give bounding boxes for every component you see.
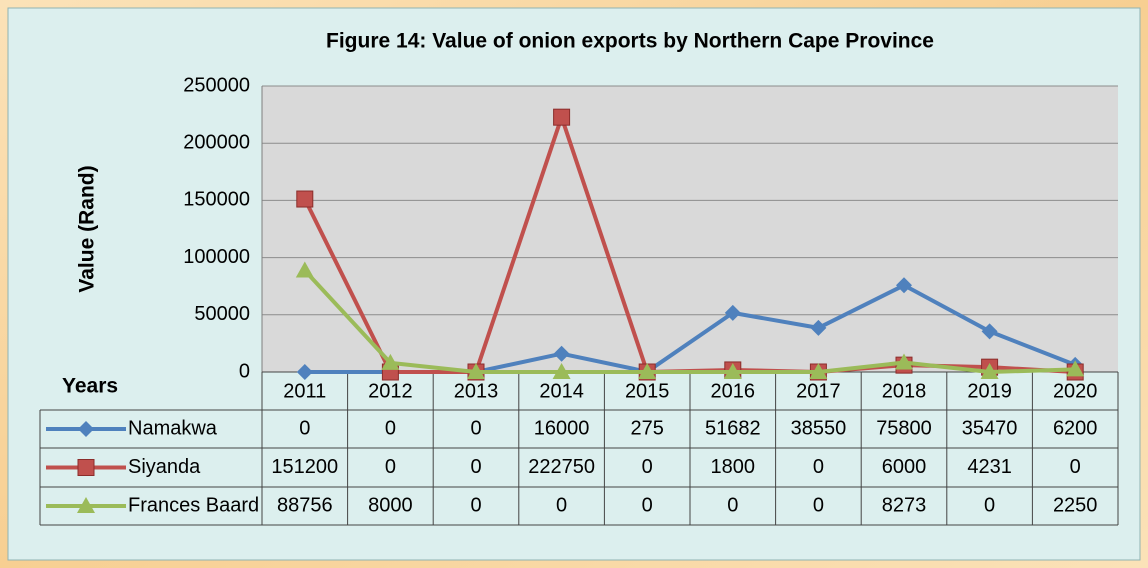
x-tick-label: 2016 [711,380,756,402]
point [553,108,571,126]
y-tick-label: 50000 [194,303,250,325]
y-tick-label: 250000 [183,74,250,96]
point [724,304,741,321]
x-tick-label: 2014 [539,380,584,402]
x-tick-label: 2017 [796,380,841,402]
legend-marker [78,421,94,437]
table-cell: 16000 [534,417,590,439]
table-cell: 0 [1070,456,1081,478]
table-cell: 6000 [882,456,927,478]
legend-label: Frances Baard [128,494,259,516]
legend-marker [77,459,95,476]
point [296,190,314,208]
table-cell: 0 [385,417,396,439]
table-cell: 8273 [882,494,927,516]
table-cell: 0 [470,456,481,478]
table-cell: 88756 [277,494,333,516]
point [467,363,485,379]
legend-marker [77,497,95,513]
table-cell: 0 [470,494,481,516]
table-cell: 75800 [876,417,932,439]
chart-title: Figure 14: Value of onion exports by Nor… [326,30,934,53]
point [980,363,999,379]
x-tick-label: 2019 [967,380,1012,402]
table-cell: 0 [299,417,310,439]
table-cell: 35470 [962,417,1018,439]
point [296,364,313,380]
table-cell: 0 [642,456,653,478]
table-cell: 0 [470,417,481,439]
point [1066,360,1085,377]
table-cell: 38550 [791,417,847,439]
point [552,363,571,379]
y-tick-label: 150000 [183,189,250,211]
y-tick-label: 0 [239,360,250,382]
table-cell: 0 [385,456,396,478]
y-tick-label: 100000 [183,246,250,268]
table-cell: 0 [556,494,567,516]
point [809,363,828,379]
table-cell: 2250 [1053,494,1098,516]
x-tick-label: 2012 [368,380,413,402]
point [810,319,827,336]
table-cell: 8000 [368,494,413,516]
point [381,353,400,370]
table-cell: 1800 [711,456,756,478]
point [895,353,913,370]
legend-label: Siyanda [128,456,201,478]
legend-label: Namakwa [128,417,218,439]
table-cell: 6200 [1053,417,1098,439]
point [981,323,998,340]
table-cell: 0 [813,456,824,478]
table-cell: 0 [984,494,995,516]
table-header: Years [62,375,118,398]
table-cell: 0 [813,494,824,516]
x-tick-label: 2015 [625,380,670,402]
x-tick-label: 2013 [454,380,499,402]
point [723,363,742,379]
y-tick-label: 200000 [183,131,250,153]
table-cell: 0 [727,494,738,516]
table-cell: 51682 [705,417,761,439]
table-cell: 4231 [967,456,1012,478]
x-tick-label: 2018 [882,380,927,402]
y-axis-title: Value (Rand) [76,165,99,292]
point [553,345,570,362]
table-cell: 222750 [528,456,595,478]
table-cell: 151200 [271,456,338,478]
point [295,261,314,278]
point [896,277,912,294]
point [638,363,657,379]
series-line [303,269,1076,374]
x-tick-label: 2011 [283,380,326,402]
x-tick-label: 2020 [1053,380,1098,402]
table-cell: 275 [631,417,664,439]
table-cell: 0 [642,494,653,516]
